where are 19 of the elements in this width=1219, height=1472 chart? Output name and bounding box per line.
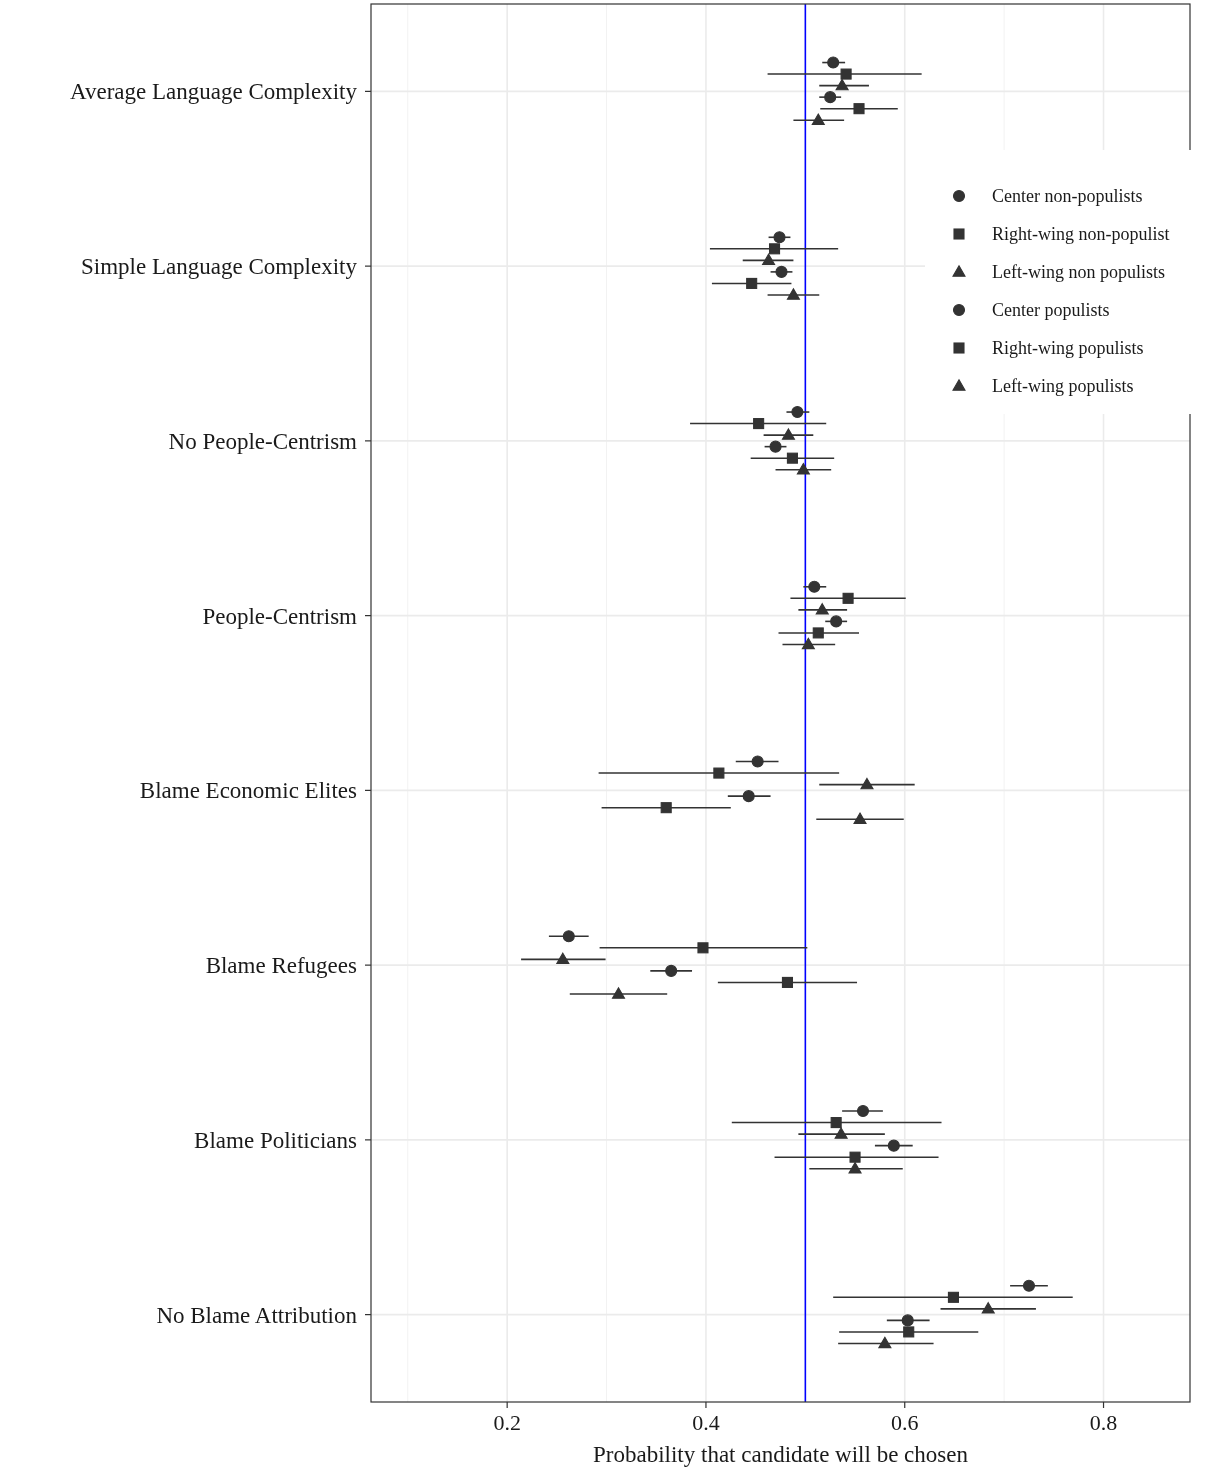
y-tick-label: Blame Economic Elites	[139, 778, 358, 804]
x-tick-label: 0.2	[493, 1410, 521, 1435]
legend-label: Center non-populists	[992, 186, 1143, 207]
y-tick-label: No Blame Attribution	[156, 1302, 358, 1328]
x-tick-label: 0.4	[692, 1410, 720, 1435]
legend-label: Center populists	[992, 300, 1110, 321]
y-tick-label: Blame Politicians	[194, 1127, 358, 1153]
y-tick-label: Average Language Complexity	[70, 79, 358, 105]
x-tick-label: 0.8	[1089, 1410, 1118, 1435]
legend-label: Right-wing non-populist	[992, 224, 1170, 245]
y-tick-label: Simple Language Complexity	[81, 254, 358, 280]
legend-label: Right-wing populists	[992, 338, 1144, 359]
legend-label: Left-wing non populists	[992, 262, 1165, 283]
y-tick-label: Blame Refugees	[205, 953, 358, 979]
y-tick-label: People-Centrism	[202, 603, 358, 629]
legend-label: Left-wing populists	[992, 376, 1134, 397]
y-tick-label: No People-Centrism	[168, 428, 358, 454]
x-tick-label: 0.6	[890, 1410, 919, 1435]
x-axis-title: Probability that candidate will be chosen	[593, 1442, 969, 1467]
